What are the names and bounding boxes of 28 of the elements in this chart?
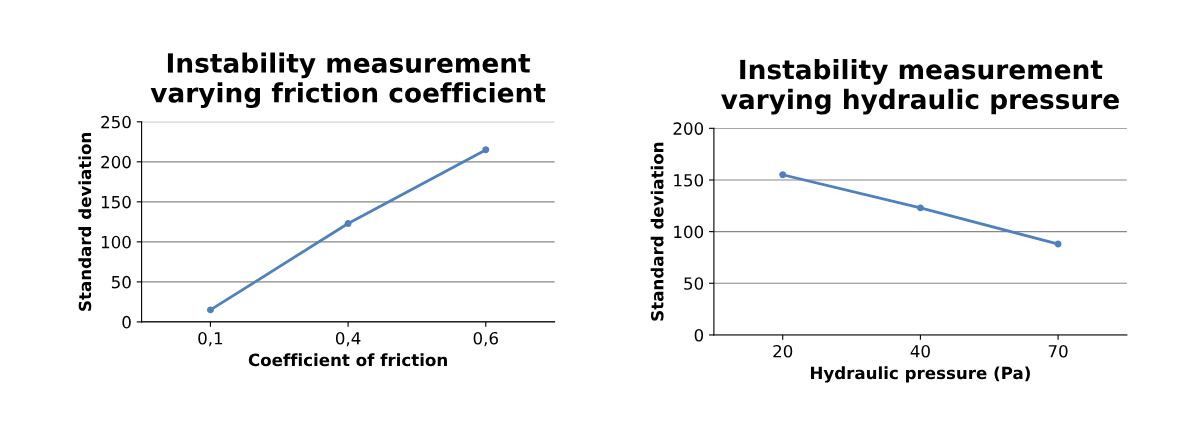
- y-tick-label: 150: [101, 195, 131, 209]
- y-tick-label: 200: [673, 122, 704, 135]
- x-tick-label: 70: [1048, 344, 1068, 358]
- x-tick-label: 20: [773, 344, 793, 358]
- y-tick-label: 200: [101, 155, 131, 169]
- x-tick-label: 0,4: [335, 331, 361, 347]
- y-axis-title: Standard deviation: [650, 142, 664, 321]
- y-tick-label: 250: [101, 115, 131, 129]
- y-tick-label: 0: [122, 315, 131, 329]
- y-tick-label: 100: [101, 235, 131, 249]
- y-tick-label: 50: [684, 277, 704, 290]
- chart-title: Instability measurement varying hydraulic pressure: [721, 59, 1119, 115]
- x-tick-label: 0,6: [473, 331, 498, 347]
- chart-title: Instability measurement varying friction coefficient: [150, 52, 546, 109]
- x-tick-label: 0,1: [198, 331, 223, 347]
- point: [916, 204, 924, 212]
- point: [344, 219, 352, 227]
- y-tick-label: 100: [674, 225, 704, 239]
- y-axis-title: Standard deviation: [78, 133, 92, 311]
- y-tick-label: 50: [111, 275, 131, 289]
- y-tick-label: 150: [674, 173, 704, 187]
- x-axis-title: Hydraulic pressure (Pa): [810, 366, 1030, 383]
- point: [482, 146, 490, 154]
- x-axis-title: Coefficient of friction: [248, 353, 447, 367]
- point: [206, 306, 214, 314]
- point: [779, 171, 787, 179]
- x-tick-label: 40: [910, 344, 930, 358]
- y-tick-label: 0: [694, 328, 704, 342]
